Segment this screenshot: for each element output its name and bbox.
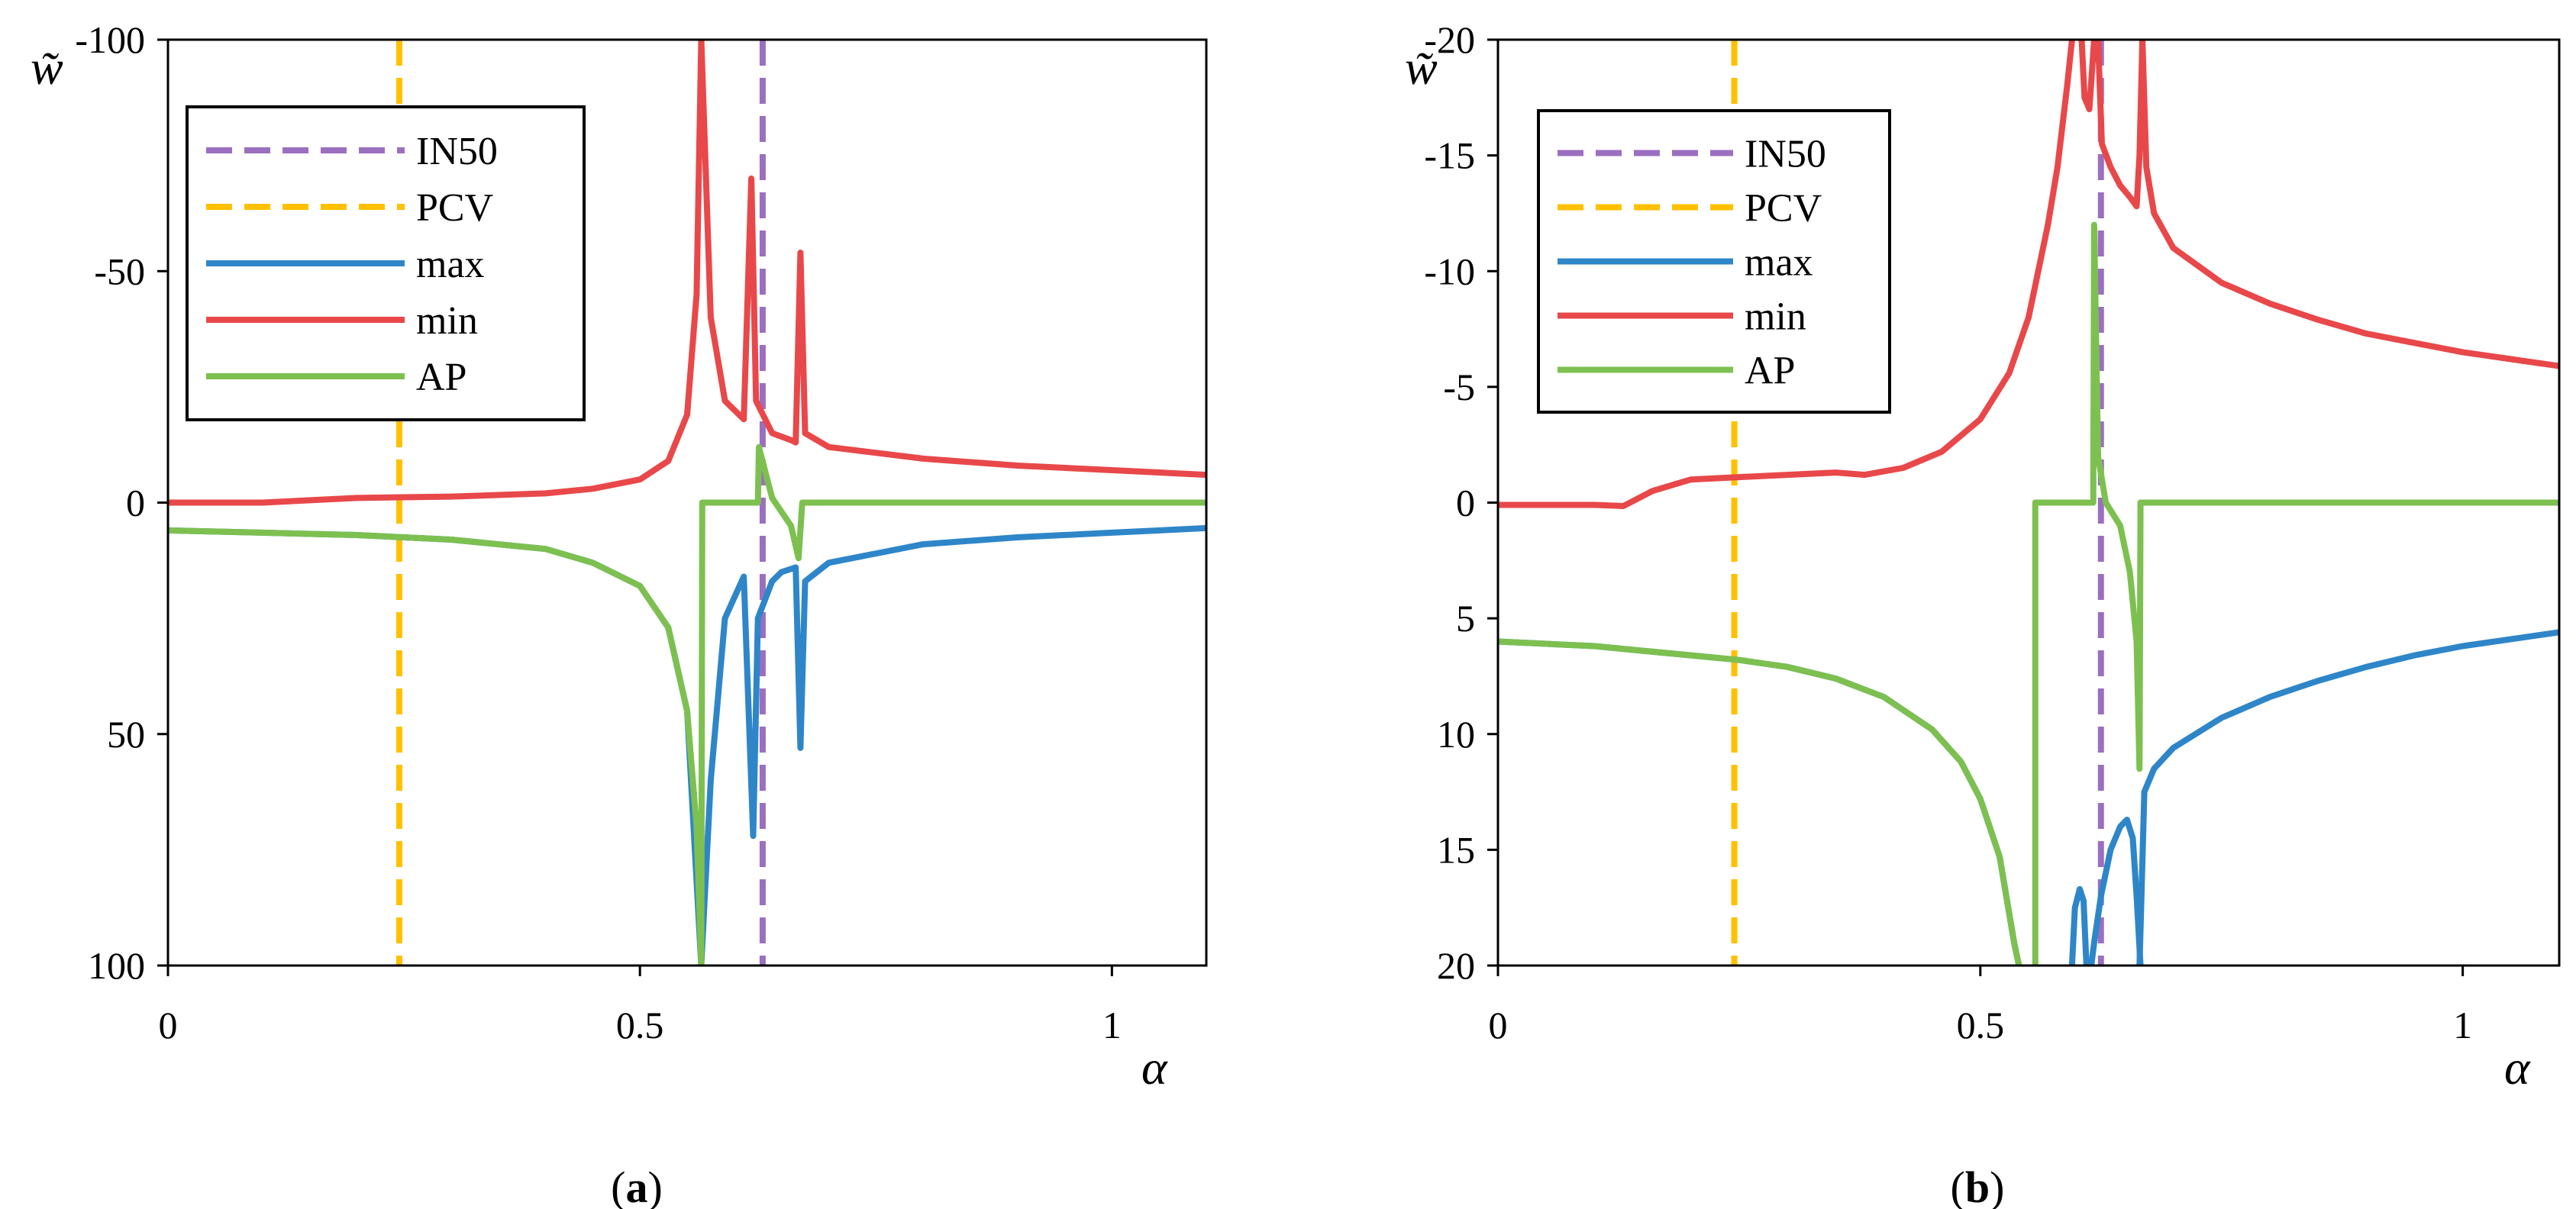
series-max-line [1498,638,2022,966]
chart-panel-b: -20 -15 -10 -5 0 5 10 15 20 0 0.5 1 w̃ α IN50 PCV max… [1405,18,2561,1209]
y-tick-label: -10 [1424,250,1475,292]
legend-label-pcv: PCV [1745,187,1822,231]
y-tick-label: -50 [94,250,145,292]
series-max-line [2088,817,2144,966]
legend-label-max: max [1745,241,1813,285]
legend-label-pcv: PCV [416,186,493,230]
series-min-line [2078,40,2097,112]
y-tick-label: 10 [1437,713,1475,756]
y-axis-label: w̃ [1405,40,1438,95]
x-tick-label: 0 [1489,1004,1508,1046]
y-tick-label: 15 [1437,828,1475,871]
y-tick-label: 50 [107,713,145,756]
legend-label-ap: AP [1745,350,1795,393]
series-min-line [1498,40,2075,509]
y-tick-label: 100 [88,944,145,987]
x-tick-label: 0.5 [616,1004,664,1046]
y-tick-label: -5 [1443,366,1475,408]
series-min-line [168,40,1206,506]
legend-label-ap: AP [416,356,466,399]
x-tick-label: 0 [159,1004,178,1046]
series-max-line [2068,885,2090,966]
legend-label-min: min [416,299,478,343]
legend-label-max: max [416,243,485,286]
legend: IN50 PCV max min AP [1537,109,1891,414]
series-min-line [2139,40,2559,369]
y-tick-label: -15 [1424,134,1475,177]
panel-caption: (a) [611,1162,663,1209]
x-tick-label: 1 [2453,1004,2472,1046]
series-max-line [2136,629,2559,966]
series-ap-line [1498,638,2022,966]
x-tick-label: 0.5 [1957,1004,2005,1046]
legend-label-in50: IN50 [1745,133,1826,176]
legend-label-min: min [1745,295,1806,339]
series-min-line [2095,40,2146,210]
y-tick-label: 0 [1456,482,1475,524]
x-tick-label: 1 [1102,1004,1122,1046]
y-tick-label: 5 [1456,597,1475,640]
panel-caption: (b) [1951,1162,2005,1209]
x-axis-label: α [2504,1040,2531,1095]
y-tick-label: 0 [126,482,145,524]
legend: IN50 PCV max min AP [186,105,586,421]
series-ap-line [2032,221,2559,966]
y-axis-label: w̃ [31,40,63,95]
x-axis-label: α [1141,1040,1168,1095]
legend-label-in50: IN50 [416,130,498,173]
y-tick-label: -100 [75,18,145,61]
y-tick-label: 20 [1437,944,1475,987]
y-tick-label: -20 [1424,18,1475,61]
series-ap-line [168,443,1206,966]
